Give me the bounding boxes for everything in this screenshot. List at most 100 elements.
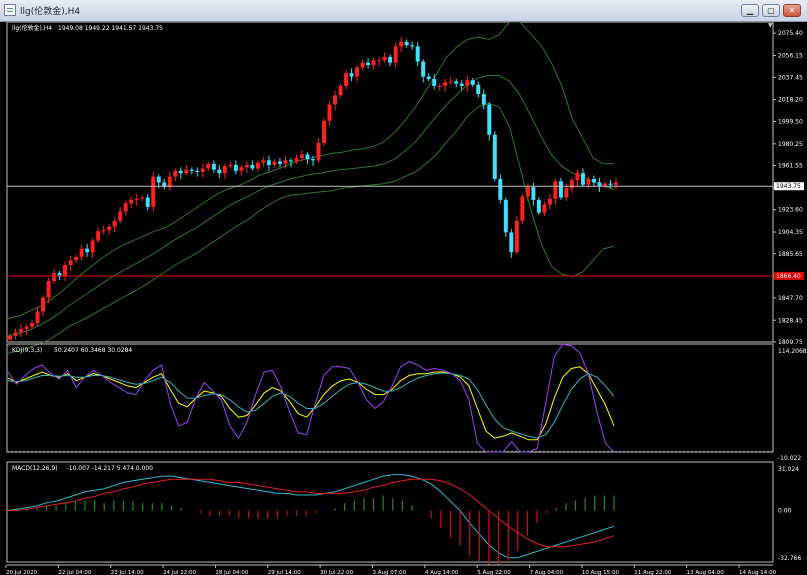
time-tick-label: 23 Jul 14:00 — [111, 570, 144, 575]
candle-body — [525, 187, 530, 197]
candle-body — [294, 158, 299, 162]
candle-body — [349, 73, 354, 77]
candle-body — [443, 82, 448, 86]
candle-body — [107, 226, 112, 231]
candle-body — [162, 182, 167, 188]
candle-body — [388, 56, 393, 63]
candle-body — [244, 164, 249, 168]
kdj-k-line — [7, 366, 615, 441]
candle-body — [52, 273, 57, 282]
candle-body — [151, 176, 156, 207]
indicator-plot-frame — [6, 461, 774, 563]
candle-body — [536, 199, 541, 213]
macd-max-label: 31.024 — [778, 466, 799, 473]
candle-body — [211, 163, 216, 170]
candle-body — [85, 248, 90, 253]
candle-body — [569, 180, 574, 189]
candle-body — [68, 260, 73, 265]
price-tick-label: 1885.65 — [778, 251, 803, 258]
candle-body — [366, 62, 371, 66]
candle-body — [371, 60, 376, 66]
window-title: llg(伦敦金),H4 — [20, 7, 81, 17]
price-tick-label: 1904.35 — [778, 229, 803, 236]
candle-body — [167, 176, 172, 188]
candle-body — [145, 197, 150, 207]
close-button[interactable]: ✕ — [783, 4, 801, 17]
candle-body — [35, 311, 40, 324]
candle-body — [481, 94, 486, 105]
price-tick-label: 2037.45 — [778, 74, 803, 81]
candle-body — [140, 197, 145, 199]
candle-body — [509, 232, 514, 253]
candle-body — [134, 198, 139, 200]
candle-body — [503, 199, 508, 233]
candle-body — [233, 164, 238, 171]
macd-panel[interactable]: MACD(12,26,9) -10.007 -14.217 5.474 0.000… — [6, 461, 801, 566]
candle-body — [195, 170, 200, 172]
candle-body — [79, 248, 84, 257]
window-titlebar[interactable]: llg(伦敦金),H4 ▁ ▢ ✕ — [0, 0, 807, 22]
time-tick-label: 22 Jul 04:00 — [58, 570, 91, 575]
candle-body — [189, 169, 194, 171]
candle-body — [19, 328, 24, 333]
candle-body — [299, 154, 304, 159]
candle-body — [311, 159, 315, 161]
time-tick-label: 7 Aug 04:00 — [530, 570, 564, 575]
candle-body — [448, 81, 453, 83]
candle-body — [74, 256, 79, 261]
price-panel[interactable]: 2075.40 2056.15 2037.45 2018.20 1999.50 1980.… — [6, 22, 804, 354]
candle-body — [492, 134, 497, 179]
candle-body — [173, 170, 178, 177]
time-tick-label: 3 Aug 07:00 — [373, 570, 407, 575]
price-tick-label: 1847.70 — [778, 295, 803, 302]
candle-body — [602, 183, 607, 186]
time-axis: 20 Jul 2020 22 Jul 04:00 23 Jul 14:00 24 Ju… — [5, 564, 777, 575]
candle-body — [421, 61, 426, 77]
candle-body — [454, 81, 459, 84]
price-tick-label: 1961.55 — [778, 163, 803, 170]
restore-button[interactable]: ▢ — [762, 4, 780, 17]
price-tick-label: 1809.75 — [778, 339, 803, 346]
price-tick-label: 1923.60 — [778, 207, 803, 214]
kdj-min-label: -10.022 — [778, 455, 801, 462]
kdj-d-line — [7, 372, 615, 439]
candle-body — [558, 181, 563, 198]
time-tick-label: 29 Jul 14:00 — [268, 570, 301, 575]
candle-body — [8, 335, 12, 340]
candle-body — [553, 181, 558, 199]
candle-body — [542, 204, 547, 213]
candle-body — [57, 273, 62, 277]
candle-body — [13, 332, 18, 336]
price-chart-area[interactable]: 2075.40 2056.15 2037.45 2018.20 1999.50 1980.… — [0, 22, 807, 575]
price-plot-frame — [6, 22, 774, 343]
candle-body — [322, 120, 327, 143]
level-tag-red — [774, 271, 804, 280]
time-tick-label: 10 Aug 15:00 — [582, 570, 620, 575]
candle-body — [531, 187, 536, 200]
time-tick-label: 24 Jul 22:00 — [163, 570, 196, 575]
price-tick-label: 1980.25 — [778, 141, 803, 148]
candle-body — [514, 220, 519, 253]
bollinger-middle-line — [7, 75, 615, 337]
price-tick-label: 2018.20 — [778, 97, 803, 104]
kdj-panel[interactable]: KDJ(9,3,3) 50.2407 60.3468 30.0284 114.206… — [6, 343, 807, 462]
candle-body — [217, 169, 222, 174]
current-price-label: 1943.75 — [776, 183, 801, 190]
candle-body — [250, 164, 255, 169]
candle-body — [575, 173, 580, 181]
candle-body — [30, 323, 35, 327]
candle-body — [118, 211, 123, 221]
candle-body — [498, 178, 503, 200]
minimize-button[interactable]: ▁ — [741, 4, 759, 17]
candle-body — [426, 76, 431, 79]
candle-body — [415, 46, 420, 62]
candle-body — [360, 62, 365, 68]
candle-body — [222, 166, 227, 174]
candle-body — [272, 161, 277, 165]
price-tick-label: 1828.45 — [778, 317, 803, 324]
candle-body — [228, 164, 233, 167]
candle-body — [338, 85, 343, 96]
candle-body — [399, 41, 404, 47]
candle-body — [580, 173, 585, 185]
price-tick-label: 2075.40 — [778, 30, 803, 37]
